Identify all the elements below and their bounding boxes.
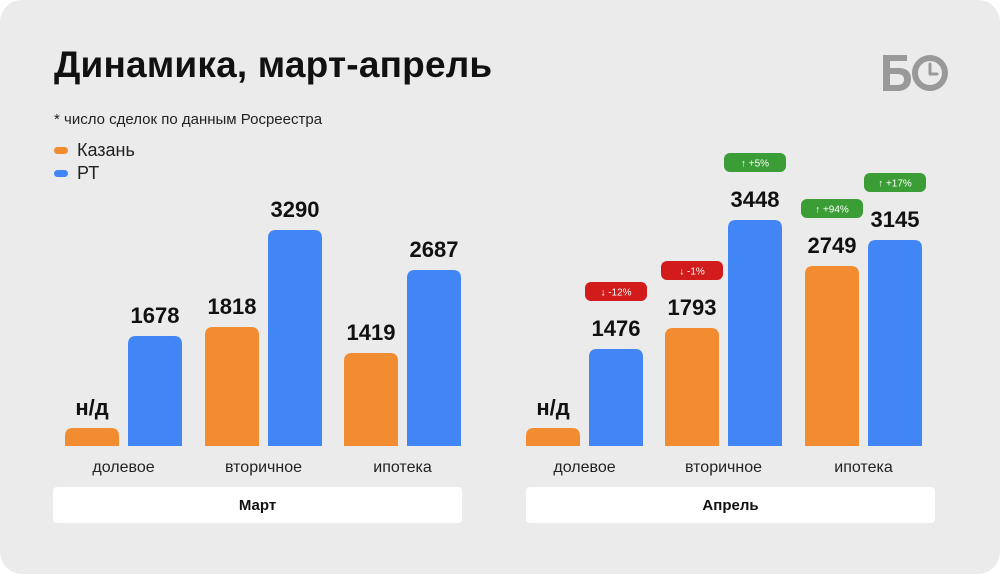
bar-april-долевое-kazan	[526, 428, 580, 446]
bar-april-ипотека-rt	[868, 240, 922, 446]
change-badge-up	[864, 173, 926, 192]
bar-april-долевое-rt	[589, 349, 643, 446]
change-badge-down	[585, 282, 647, 301]
period-label-march: Март	[53, 487, 462, 523]
category-label: вторичное	[225, 459, 302, 476]
period-label-april: Апрель	[526, 487, 935, 523]
bar-value-label: 1793	[668, 295, 717, 320]
bar-value-label: 1419	[347, 320, 396, 345]
legend-swatch-kazan	[54, 147, 68, 154]
change-badge-down	[661, 261, 723, 280]
logo-letter-b-icon	[883, 55, 911, 91]
change-badge-text: ↓ -1%	[679, 267, 705, 278]
legend-item-rt: РТ	[54, 162, 135, 185]
category-label: вторичное	[685, 459, 762, 476]
change-badge-text: ↑ +94%	[815, 205, 849, 216]
change-badge-text: ↓ -12%	[600, 288, 631, 299]
change-badge-text: ↑ +5%	[741, 159, 769, 170]
bar-april-вторичное-rt	[728, 220, 782, 446]
logo	[883, 55, 948, 91]
bar-march-ипотека-rt	[407, 270, 461, 446]
change-badge-up	[801, 199, 863, 218]
bar-march-долевое-rt	[128, 336, 182, 446]
change-badge-text: ↑ +17%	[878, 179, 912, 190]
bar-march-долевое-kazan	[65, 428, 119, 446]
bar-value-label: 1818	[208, 294, 257, 319]
bar-value-label: 2749	[808, 233, 857, 258]
category-label: ипотека	[373, 459, 432, 476]
bar-april-ипотека-kazan	[805, 266, 859, 446]
bar-value-label: 3145	[871, 207, 920, 232]
legend-label-kazan: Казань	[77, 140, 135, 160]
category-label: долевое	[553, 459, 615, 476]
bar-value-label: 1476	[592, 316, 641, 341]
legend-label-rt: РТ	[77, 163, 100, 183]
legend-swatch-rt	[54, 170, 68, 177]
bar-march-вторичное-rt	[268, 230, 322, 446]
bar-april-вторичное-kazan	[665, 328, 719, 446]
legend: Казань РТ	[54, 139, 135, 185]
legend-item-kazan: Казань	[54, 139, 135, 162]
bar-value-label: 3448	[731, 187, 780, 212]
clock-icon	[912, 55, 948, 91]
bar-value-label: 2687	[410, 237, 459, 262]
bar-value-label: 3290	[271, 197, 320, 222]
bar-march-ипотека-kazan	[344, 353, 398, 446]
bar-march-вторичное-kazan	[205, 327, 259, 446]
bar-value-label: 1678	[131, 303, 180, 328]
category-label: долевое	[92, 459, 154, 476]
change-badge-up	[724, 153, 786, 172]
subtitle-note: * число сделок по данным Росреестра	[54, 111, 323, 128]
bar-value-label: н/д	[536, 395, 569, 420]
category-label: ипотека	[834, 459, 893, 476]
bar-value-label: н/д	[75, 395, 108, 420]
page-title: Динамика, март-апрель	[54, 44, 493, 85]
